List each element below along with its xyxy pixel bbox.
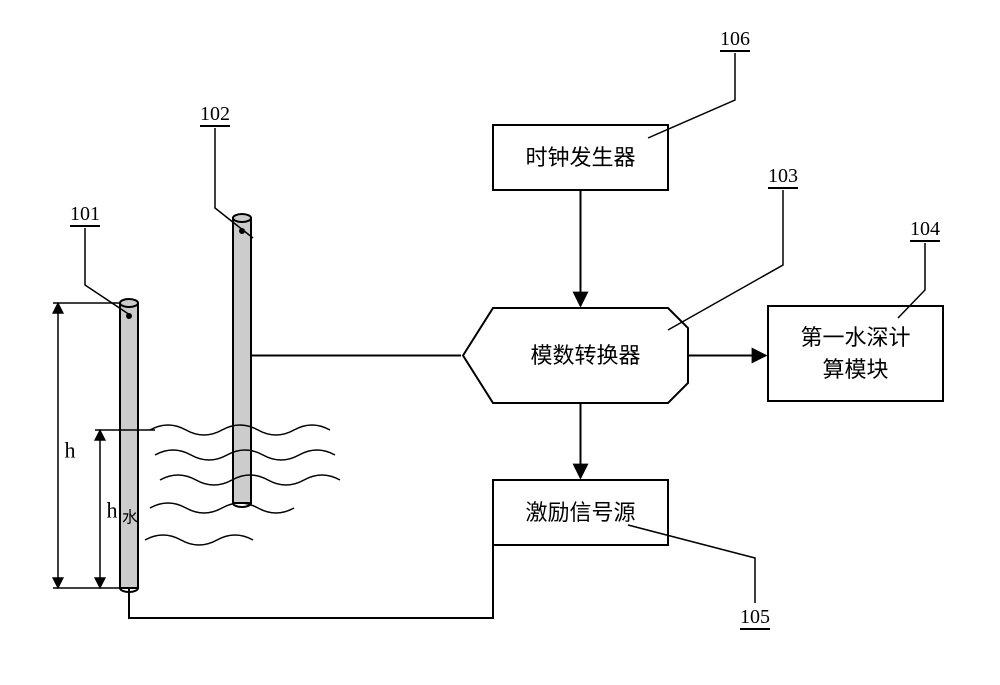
diagram-canvas: hh水时钟发生器模数转换器第一水深计算模块激励信号源10110210310410…	[0, 0, 1000, 685]
dimension-h: h	[53, 303, 120, 588]
block-clock-label-0: 时钟发生器	[525, 145, 635, 170]
dimension-h-water-label-sub: 水	[122, 509, 138, 527]
block-depth: 第一水深计算模块	[768, 306, 943, 401]
callout-101: 101	[70, 203, 130, 315]
block-adc-label: 模数转换器	[530, 343, 640, 368]
callout-103-text: 103	[768, 165, 798, 187]
dimension-h-water-label: h	[107, 498, 118, 523]
electrode-right	[233, 214, 251, 507]
callout-106-text: 106	[720, 28, 750, 50]
block-excite-label-0: 激励信号源	[525, 500, 635, 525]
callout-105-text: 105	[740, 606, 770, 628]
block-excite: 激励信号源	[493, 480, 668, 545]
block-depth-label-1: 算模块	[822, 357, 888, 382]
block-adc: 模数转换器	[463, 308, 688, 403]
electrode-left	[120, 299, 138, 592]
callout-104: 104	[898, 218, 940, 318]
dimension-h-label: h	[65, 438, 76, 463]
block-depth-label-0: 第一水深计	[800, 325, 910, 350]
callout-102-text: 102	[200, 103, 230, 125]
block-clock: 时钟发生器	[493, 125, 668, 190]
callout-104-text: 104	[910, 218, 940, 240]
wire-1	[129, 545, 493, 618]
callout-101-text: 101	[70, 203, 100, 225]
callout-106: 106	[648, 28, 750, 138]
